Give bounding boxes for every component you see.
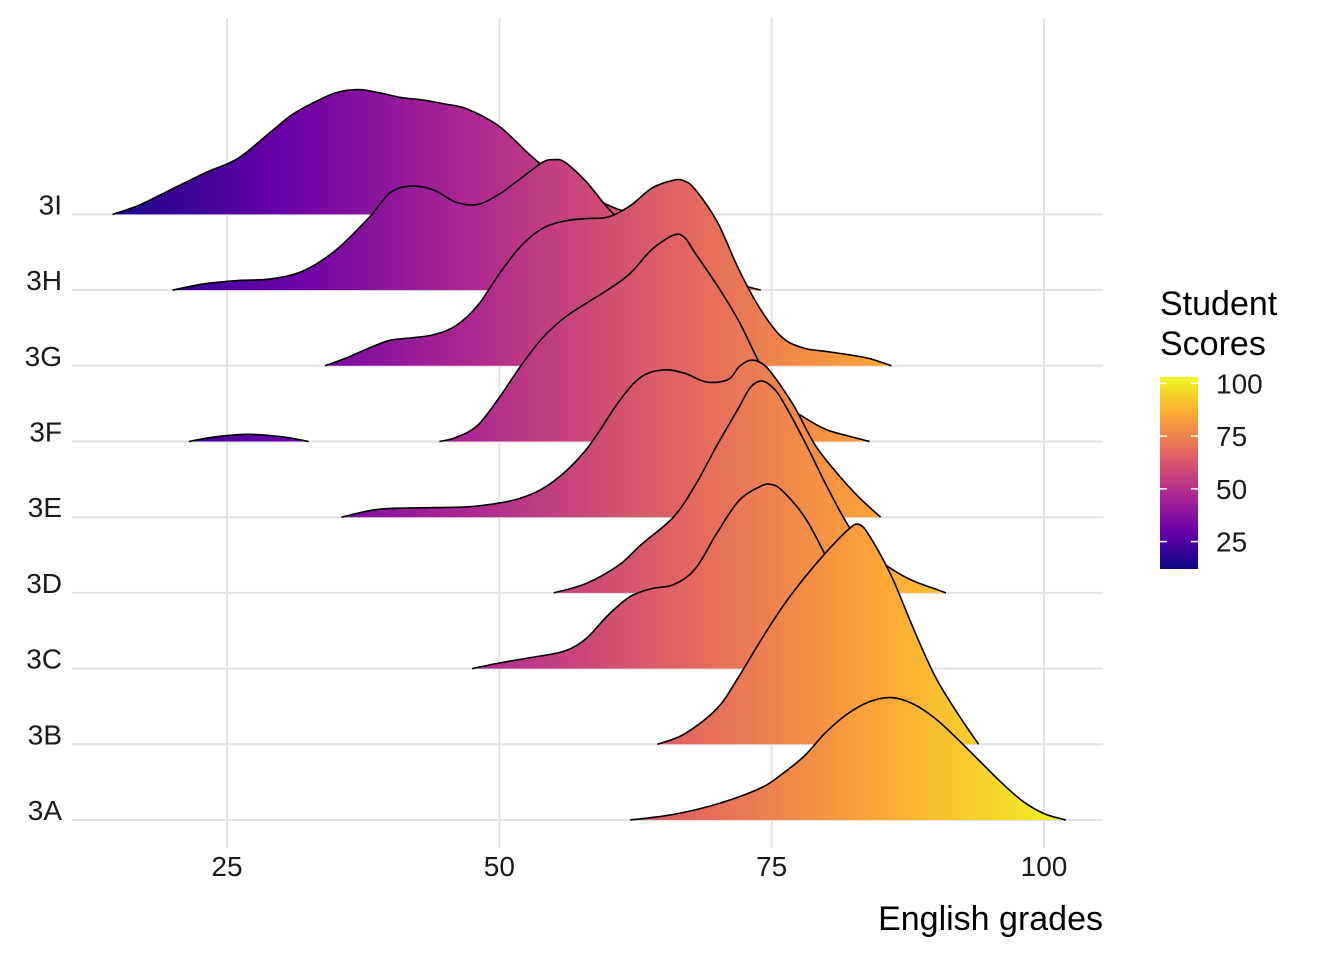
legend-title-line-2: Scores: [1160, 325, 1266, 363]
y-tick-label: 3E: [28, 492, 62, 523]
density-ridges: [112, 88, 1067, 821]
y-tick-label: 3B: [28, 719, 62, 750]
y-tick-label: 3C: [26, 644, 62, 675]
y-tick-label: 3F: [29, 417, 62, 448]
x-axis-tick-labels: 25 50 75 100: [211, 851, 1067, 882]
y-tick-label: 3A: [28, 795, 63, 826]
y-tick-label: 3D: [26, 568, 62, 599]
ridge-outline-3B: [657, 523, 980, 746]
x-tick-label: 100: [1021, 851, 1068, 882]
legend-colorbar: [1160, 377, 1198, 569]
legend-label: 100: [1216, 368, 1263, 399]
legend-label: 50: [1216, 474, 1247, 505]
ridge-3B: [657, 524, 979, 745]
ridge-outline-3G: [324, 178, 892, 367]
ridge-3A: [630, 697, 1066, 820]
legend-label: 25: [1216, 527, 1247, 558]
legend-ticks: 100 75 50 25: [1160, 368, 1263, 558]
legend-label: 75: [1216, 421, 1247, 452]
y-tick-label: 3H: [26, 265, 62, 296]
ridge-outline-3A: [630, 696, 1067, 821]
ridge-outline-3D: [553, 380, 947, 594]
x-tick-label: 75: [756, 851, 787, 882]
legend: Student Scores 100 75 50 25: [1160, 285, 1278, 569]
x-tick-label: 25: [211, 851, 242, 882]
ridge-3G: [325, 179, 892, 366]
ridge-outline-3F: [188, 433, 309, 443]
legend-title-line-1: Student: [1160, 285, 1278, 323]
ridge-outline-3E: [341, 359, 882, 518]
x-axis-title: English grades: [878, 900, 1103, 938]
ridge-3I: [112, 89, 641, 215]
y-tick-label: 3I: [39, 189, 62, 220]
y-tick-label: 3G: [25, 341, 62, 372]
x-tick-label: 50: [484, 851, 515, 882]
ridge-3F: [188, 434, 309, 442]
y-axis-tick-labels: 3A 3B 3C 3D 3E 3F 3G 3H 3I: [25, 189, 63, 826]
